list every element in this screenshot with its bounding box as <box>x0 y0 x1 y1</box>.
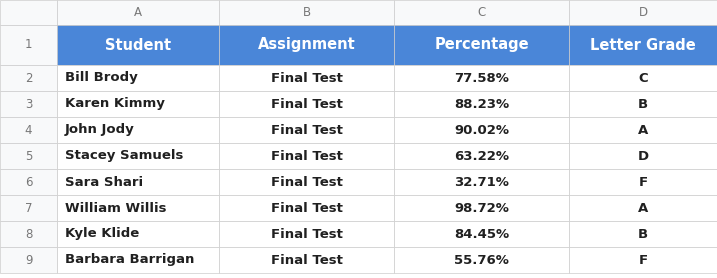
Text: 6: 6 <box>25 175 32 188</box>
Bar <box>219 247 394 273</box>
Text: F: F <box>638 254 647 267</box>
Text: Karen Kimmy: Karen Kimmy <box>65 98 165 110</box>
Text: 88.23%: 88.23% <box>454 98 509 110</box>
Bar <box>569 195 717 221</box>
Text: Final Test: Final Test <box>270 98 343 110</box>
Text: 77.58%: 77.58% <box>454 71 509 85</box>
Text: Stacey Samuels: Stacey Samuels <box>65 150 184 163</box>
Bar <box>394 169 569 195</box>
Text: 2: 2 <box>25 71 32 85</box>
Text: Final Test: Final Test <box>270 254 343 267</box>
Text: Assignment: Assignment <box>257 38 356 53</box>
Text: Final Test: Final Test <box>270 202 343 215</box>
Text: Final Test: Final Test <box>270 227 343 240</box>
Text: 55.76%: 55.76% <box>454 254 509 267</box>
Text: 63.22%: 63.22% <box>454 150 509 163</box>
Bar <box>569 169 717 195</box>
Bar <box>0 91 57 117</box>
Bar <box>394 25 569 65</box>
Text: 8: 8 <box>25 227 32 240</box>
Text: 90.02%: 90.02% <box>454 123 509 136</box>
Bar <box>394 247 569 273</box>
Bar <box>57 65 219 91</box>
Bar <box>0 65 57 91</box>
Text: 4: 4 <box>25 123 32 136</box>
Text: Bill Brody: Bill Brody <box>65 71 138 85</box>
Bar <box>0 0 57 25</box>
Bar <box>219 65 394 91</box>
Text: Final Test: Final Test <box>270 150 343 163</box>
Bar <box>57 195 219 221</box>
Bar <box>394 221 569 247</box>
Text: 84.45%: 84.45% <box>454 227 509 240</box>
Text: 7: 7 <box>25 202 32 215</box>
Text: B: B <box>638 98 648 110</box>
Text: D: D <box>638 6 647 19</box>
Bar <box>394 195 569 221</box>
Text: Final Test: Final Test <box>270 175 343 188</box>
Bar <box>57 117 219 143</box>
Text: Final Test: Final Test <box>270 123 343 136</box>
Bar <box>57 25 219 65</box>
Text: 9: 9 <box>25 254 32 267</box>
Bar <box>219 143 394 169</box>
Text: Student: Student <box>105 38 171 53</box>
Bar <box>569 65 717 91</box>
Text: John Jody: John Jody <box>65 123 135 136</box>
Bar <box>0 221 57 247</box>
Bar <box>569 25 717 65</box>
Bar <box>219 0 394 25</box>
Bar <box>0 25 57 65</box>
Text: 3: 3 <box>25 98 32 110</box>
Bar <box>394 117 569 143</box>
Text: A: A <box>134 6 142 19</box>
Bar <box>569 0 717 25</box>
Bar <box>0 143 57 169</box>
Bar <box>57 91 219 117</box>
Bar <box>219 117 394 143</box>
Text: Sara Shari: Sara Shari <box>65 175 143 188</box>
Text: Final Test: Final Test <box>270 71 343 85</box>
Text: 98.72%: 98.72% <box>454 202 509 215</box>
Text: Barbara Barrigan: Barbara Barrigan <box>65 254 194 267</box>
Bar <box>569 221 717 247</box>
Text: B: B <box>303 6 310 19</box>
Text: C: C <box>638 71 648 85</box>
Bar <box>569 143 717 169</box>
Text: C: C <box>478 6 485 19</box>
Text: 1: 1 <box>25 38 32 51</box>
Bar <box>394 143 569 169</box>
Bar <box>57 143 219 169</box>
Text: Letter Grade: Letter Grade <box>590 38 696 53</box>
Bar <box>57 0 219 25</box>
Bar <box>394 65 569 91</box>
Bar <box>219 25 394 65</box>
Text: Kyle Klide: Kyle Klide <box>65 227 139 240</box>
Bar <box>569 117 717 143</box>
Bar <box>569 91 717 117</box>
Bar <box>394 91 569 117</box>
Bar <box>0 169 57 195</box>
Bar <box>0 195 57 221</box>
Bar <box>394 0 569 25</box>
Bar <box>0 117 57 143</box>
Bar <box>219 221 394 247</box>
Text: D: D <box>637 150 649 163</box>
Bar <box>57 221 219 247</box>
Text: 5: 5 <box>25 150 32 163</box>
Text: William Willis: William Willis <box>65 202 166 215</box>
Bar <box>219 169 394 195</box>
Text: 32.71%: 32.71% <box>454 175 509 188</box>
Bar <box>57 247 219 273</box>
Text: A: A <box>638 202 648 215</box>
Bar <box>57 169 219 195</box>
Text: B: B <box>638 227 648 240</box>
Bar <box>0 247 57 273</box>
Text: A: A <box>638 123 648 136</box>
Text: Percentage: Percentage <box>435 38 529 53</box>
Bar <box>569 247 717 273</box>
Bar <box>219 91 394 117</box>
Bar <box>219 195 394 221</box>
Text: F: F <box>638 175 647 188</box>
